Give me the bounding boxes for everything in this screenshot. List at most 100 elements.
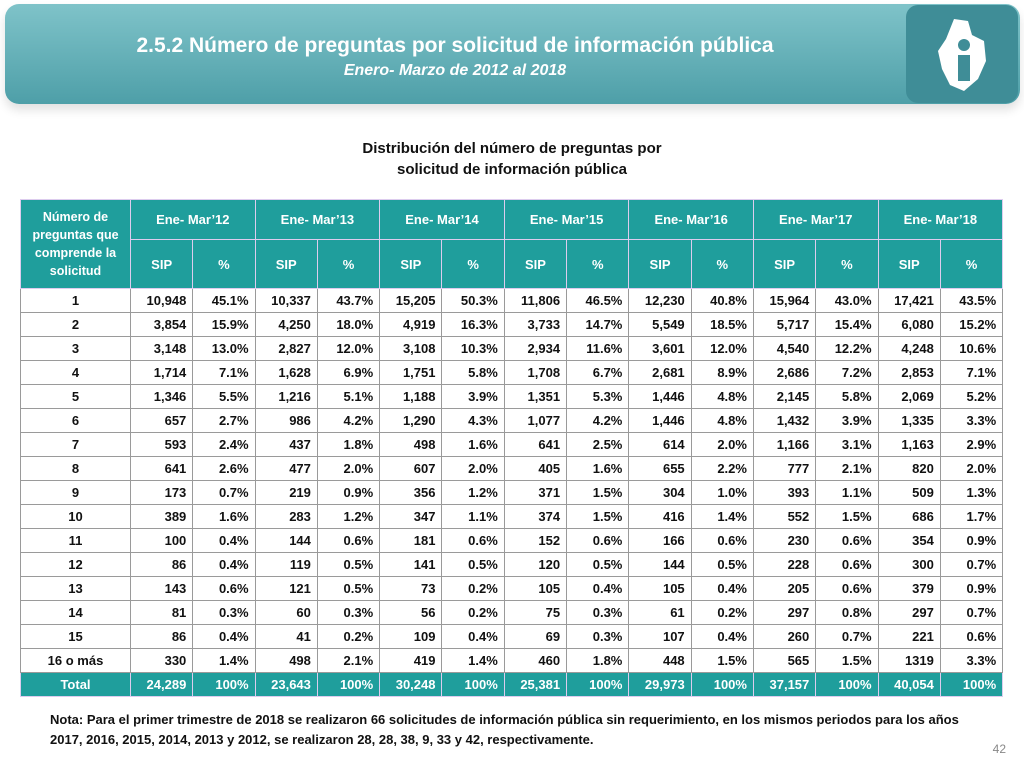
- cell: 10,337: [254, 288, 318, 313]
- cell: 0.4%: [566, 576, 630, 601]
- cell: 1.1%: [815, 480, 879, 505]
- cell: 437: [254, 432, 318, 457]
- cell: 105: [503, 576, 568, 601]
- cell: 0.7%: [815, 624, 879, 649]
- cell: 4,250: [254, 312, 318, 337]
- cell: 686: [877, 504, 941, 529]
- cell: 40.8%: [690, 288, 754, 313]
- subheader: %: [441, 239, 505, 289]
- cell: 2,686: [752, 360, 817, 385]
- cell: 3.3%: [939, 648, 1004, 673]
- total-cell: 100%: [939, 672, 1004, 697]
- cell: 205: [752, 576, 817, 601]
- cell: 13.0%: [192, 336, 256, 361]
- cell: 552: [752, 504, 817, 529]
- cell: 379: [877, 576, 941, 601]
- cell: 75: [503, 600, 568, 625]
- cell: 3.9%: [441, 384, 505, 409]
- period-header: Ene- Mar’14: [379, 199, 505, 240]
- cell: 509: [877, 480, 941, 505]
- data-row: 16 o más 330 1.4% 498 2.1% 419 1.4% 460 1.8% 448 1…: [20, 648, 1004, 673]
- cell: 1,346: [129, 384, 194, 409]
- cell: 109: [379, 624, 443, 649]
- cell: 0.4%: [192, 528, 256, 553]
- cell: 100: [129, 528, 194, 553]
- cell: 2,827: [254, 336, 318, 361]
- row-label: 10: [20, 504, 131, 529]
- cell: 50.3%: [441, 288, 505, 313]
- total-cell: 100%: [192, 672, 256, 697]
- cell: 1,166: [752, 432, 817, 457]
- header-banner: [5, 4, 1020, 104]
- cell: 2,145: [752, 384, 817, 409]
- cell: 2,681: [628, 360, 692, 385]
- cell: 173: [129, 480, 194, 505]
- period-header: Ene- Mar’15: [503, 199, 630, 240]
- subheader: SIP: [628, 239, 692, 289]
- cell: 2.0%: [939, 456, 1004, 481]
- cell: 1,077: [503, 408, 568, 433]
- cell: 1.7%: [939, 504, 1004, 529]
- cell: 10.6%: [939, 336, 1004, 361]
- row-label: 7: [20, 432, 131, 457]
- cell: 141: [379, 552, 443, 577]
- cell: 86: [129, 624, 194, 649]
- cell: 0.2%: [441, 576, 505, 601]
- cell: 121: [254, 576, 318, 601]
- cell: 1,290: [379, 408, 443, 433]
- cell: 181: [379, 528, 443, 553]
- table-title-line: solicitud de información pública: [396, 161, 628, 178]
- total-row: Total 24,289 100% 23,643 100% 30,248 100% 25,38…: [20, 672, 1004, 697]
- cell: 1.3%: [939, 480, 1004, 505]
- row-label: 8: [20, 456, 131, 481]
- subheader: %: [316, 239, 381, 289]
- cell: 0.5%: [316, 552, 381, 577]
- cell: 0.9%: [939, 528, 1004, 553]
- cell: 41: [254, 624, 318, 649]
- cell: 0.3%: [192, 600, 256, 625]
- cell: 12,230: [628, 288, 692, 313]
- cell: 0.6%: [316, 528, 381, 553]
- cell: 641: [129, 456, 194, 481]
- cell: 1,188: [379, 384, 443, 409]
- cell: 657: [129, 408, 194, 433]
- total-cell: 23,643: [254, 672, 318, 697]
- subheader: SIP: [254, 239, 318, 289]
- cell: 297: [752, 600, 817, 625]
- row-label: 15: [20, 624, 131, 649]
- logo: [906, 5, 1018, 103]
- cell: 460: [503, 648, 568, 673]
- cell: 1.4%: [192, 648, 256, 673]
- cell: 0.3%: [316, 600, 381, 625]
- table-title-line: Distribución del número de preguntas por: [362, 140, 662, 157]
- cell: 0.8%: [815, 600, 879, 625]
- cell: 14.7%: [566, 312, 630, 337]
- cell: 283: [254, 504, 318, 529]
- period-header: Ene- Mar’13: [254, 199, 381, 240]
- cell: 2.9%: [939, 432, 1004, 457]
- cell: 300: [877, 552, 941, 577]
- subheader: %: [939, 239, 1004, 289]
- subheader: %: [192, 239, 256, 289]
- cell: 1,751: [379, 360, 443, 385]
- cell: 1,163: [877, 432, 941, 457]
- cell: 3,108: [379, 336, 443, 361]
- subheader: %: [690, 239, 754, 289]
- row-label: 13: [20, 576, 131, 601]
- subtitle: Enero- Marzo de 2012 al 2018: [343, 62, 567, 79]
- total-label: Total: [20, 672, 131, 697]
- cell: 0.9%: [939, 576, 1004, 601]
- cell: 1.5%: [566, 504, 630, 529]
- cell: 1.0%: [690, 480, 754, 505]
- cell: 60: [254, 600, 318, 625]
- cell: 0.4%: [690, 624, 754, 649]
- cell: 1,335: [877, 408, 941, 433]
- cell: 2.1%: [316, 648, 381, 673]
- cell: 1,446: [628, 384, 692, 409]
- corner-header: Número de preguntas que comprende la sol…: [20, 199, 131, 289]
- total-cell: 30,248: [379, 672, 443, 697]
- cell: 0.3%: [566, 624, 630, 649]
- cell: 15,964: [752, 288, 817, 313]
- cell: 0.5%: [441, 552, 505, 577]
- data-row: 2 3,854 15.9% 4,250 18.0% 4,919 16.3% 3,733 14.7…: [20, 312, 1004, 337]
